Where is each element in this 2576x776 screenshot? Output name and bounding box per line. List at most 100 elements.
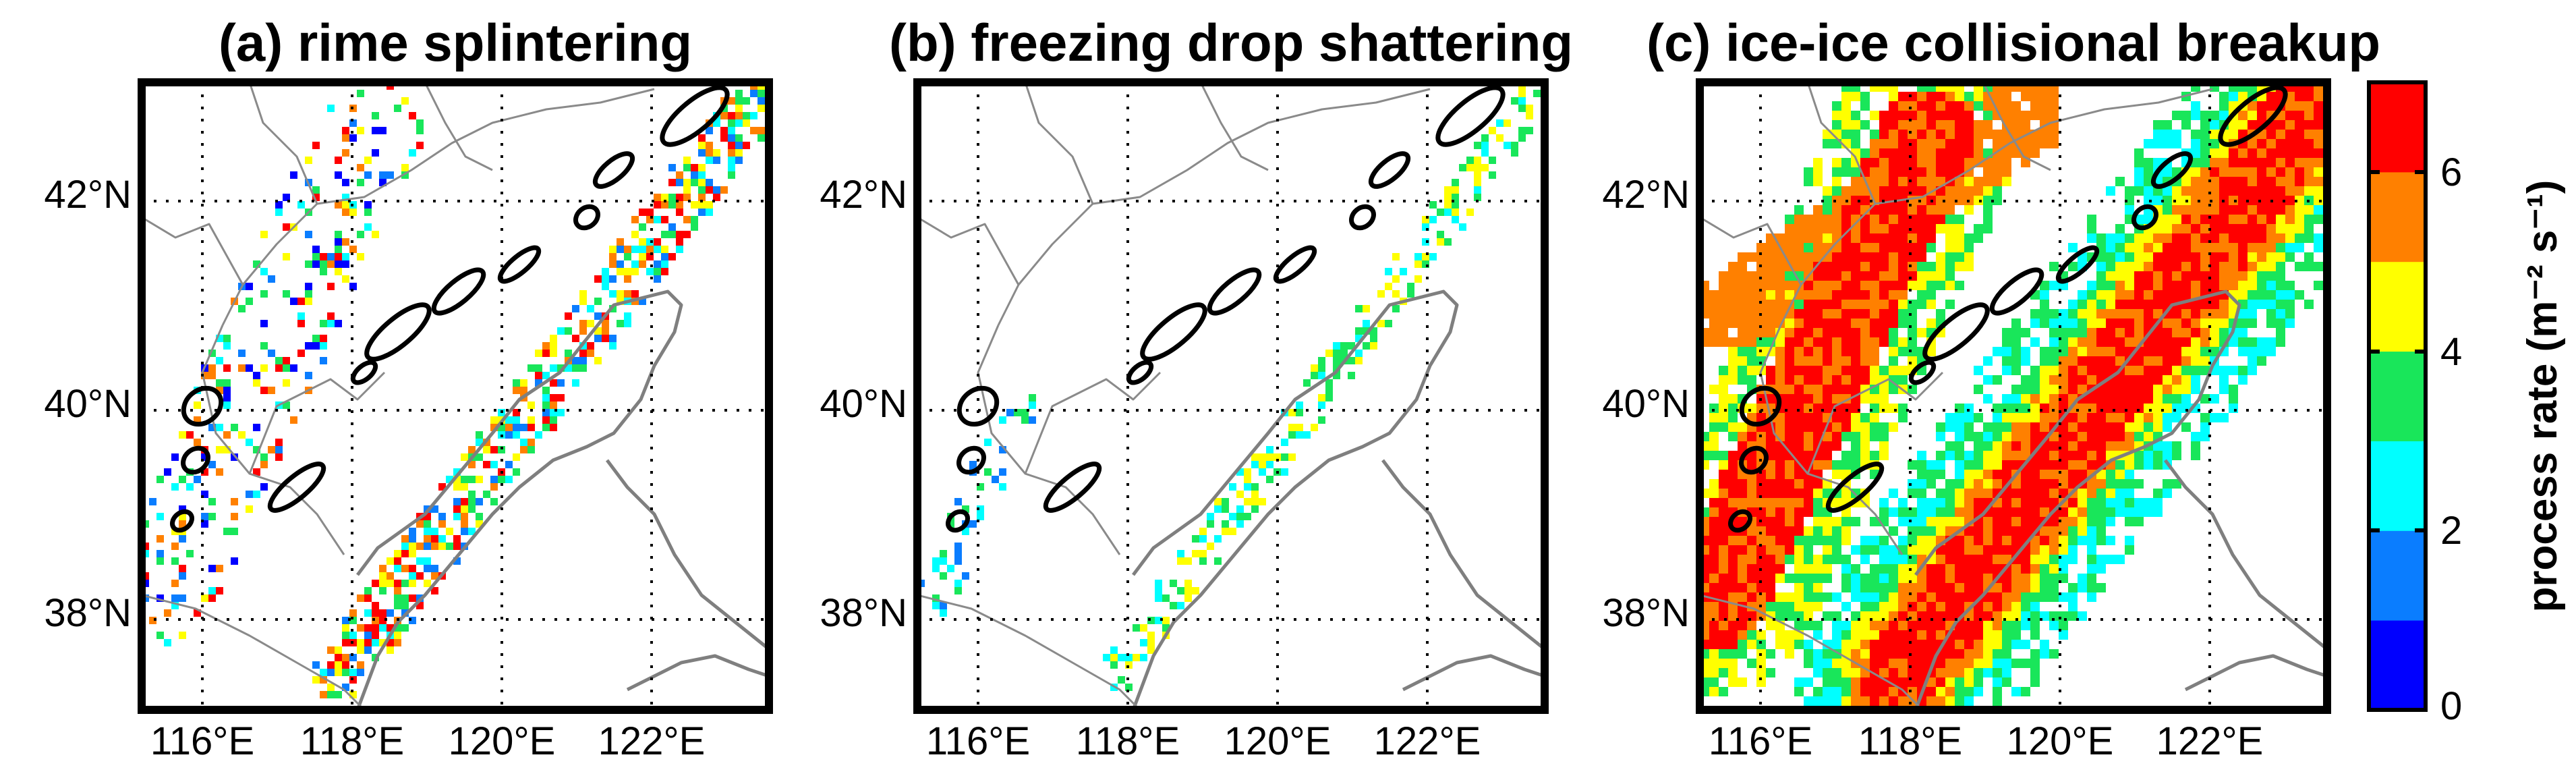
field-cell: [1518, 127, 1526, 134]
field-cell: [1974, 630, 1983, 640]
field-cell: [1333, 372, 1340, 379]
field-cell: [2276, 196, 2285, 205]
field-cell: [2087, 300, 2096, 309]
field-cell: [2068, 309, 2078, 318]
field-cell: [1926, 696, 1936, 706]
field-cell: [2276, 252, 2285, 262]
field-cell: [639, 246, 646, 253]
field-cell: [2229, 366, 2238, 375]
field-cell: [624, 253, 631, 260]
field-cell: [609, 342, 617, 350]
field-cell: [2078, 300, 2087, 309]
field-cell: [1851, 592, 1860, 602]
field-cell: [2125, 233, 2134, 243]
field-cell: [1296, 424, 1303, 431]
field-cell: [1841, 526, 1851, 536]
field-cell: [2049, 441, 2059, 451]
field-cell: [1747, 328, 1756, 337]
field-cell: [2219, 366, 2229, 375]
field-cell: [179, 632, 186, 639]
field-cell: [617, 260, 624, 268]
field-cell: [2011, 630, 2021, 640]
reflectivity-contour: [2131, 204, 2158, 231]
field-cell: [1414, 260, 1422, 268]
field-cell: [1804, 375, 1813, 385]
field-cell: [1709, 328, 1719, 337]
field-cell: [1841, 422, 1851, 432]
field-cell: [1832, 422, 1841, 432]
field-cell: [2229, 167, 2238, 177]
field-cell: [431, 565, 438, 572]
field-cell: [1738, 290, 1747, 300]
field-cell: [1926, 177, 1936, 186]
field-cell: [461, 528, 468, 535]
field-cell: [2200, 318, 2210, 328]
field-cell: [2030, 318, 2040, 328]
field-cell: [1860, 337, 1870, 347]
field-cell: [2191, 196, 2200, 205]
field-cell: [461, 513, 468, 520]
field-cell: [424, 565, 431, 572]
field-cell: [1936, 120, 1945, 130]
field-cell: [1766, 290, 1775, 300]
field-cell: [401, 543, 409, 550]
field-cell: [1955, 687, 1964, 696]
field-cell: [2153, 356, 2163, 366]
field-cell: [1945, 120, 1955, 130]
field-cell: [1860, 318, 1870, 328]
field-cell: [1775, 564, 1785, 574]
field-cell: [1728, 479, 1738, 489]
field-cell: [1955, 120, 1964, 130]
field-cell: [1804, 167, 1813, 177]
field-cell: [223, 379, 231, 387]
field-cell: [2210, 328, 2219, 337]
field-cell: [260, 268, 268, 275]
field-cell: [2002, 413, 2011, 422]
field-cell: [2257, 139, 2266, 148]
field-cell: [1474, 194, 1481, 201]
field-cell: [1860, 148, 1870, 158]
field-cell: [312, 186, 320, 194]
field-cell: [335, 654, 342, 661]
field-cell: [2106, 271, 2115, 281]
field-cell: [2219, 205, 2229, 215]
field-cell: [1709, 404, 1719, 413]
field-cell: [2115, 252, 2125, 262]
field-cell: [1288, 453, 1296, 461]
field-cell: [1766, 375, 1775, 385]
field-cell: [2011, 394, 2021, 404]
field-cell: [1841, 621, 1851, 630]
field-cell: [1983, 101, 1993, 111]
field-cell: [1879, 243, 1889, 252]
field-cell: [1709, 507, 1719, 517]
field-cell: [2011, 602, 2021, 611]
field-cell: [1813, 659, 1823, 668]
field-cell: [1955, 422, 1964, 432]
field-cell: [2295, 148, 2304, 158]
colorbar-swatch: [2369, 620, 2426, 711]
field-cell: [1318, 401, 1325, 409]
field-cell: [1832, 659, 1841, 668]
field-cell: [342, 238, 349, 246]
field-cell: [1945, 602, 1955, 611]
field-cell: [2172, 111, 2181, 120]
field-cell: [698, 201, 706, 209]
province-border: [424, 82, 493, 171]
field-cell: [2163, 385, 2172, 394]
coastline: [2164, 459, 2327, 650]
field-cell: [750, 90, 757, 97]
field-cell: [342, 134, 349, 142]
field-cell: [2153, 196, 2163, 205]
field-cell: [1841, 186, 1851, 196]
field-cell: [1236, 505, 1244, 513]
field-cell: [1709, 649, 1719, 659]
field-cell: [1155, 580, 1162, 587]
field-cell: [2049, 536, 2059, 545]
field-cell: [1526, 127, 1533, 134]
field-cell: [2295, 177, 2304, 186]
field-cell: [1832, 111, 1841, 120]
field-cell: [1889, 356, 1898, 366]
field-cell: [2134, 413, 2144, 422]
field-cell: [2285, 205, 2295, 215]
field-cell: [2011, 441, 2021, 451]
